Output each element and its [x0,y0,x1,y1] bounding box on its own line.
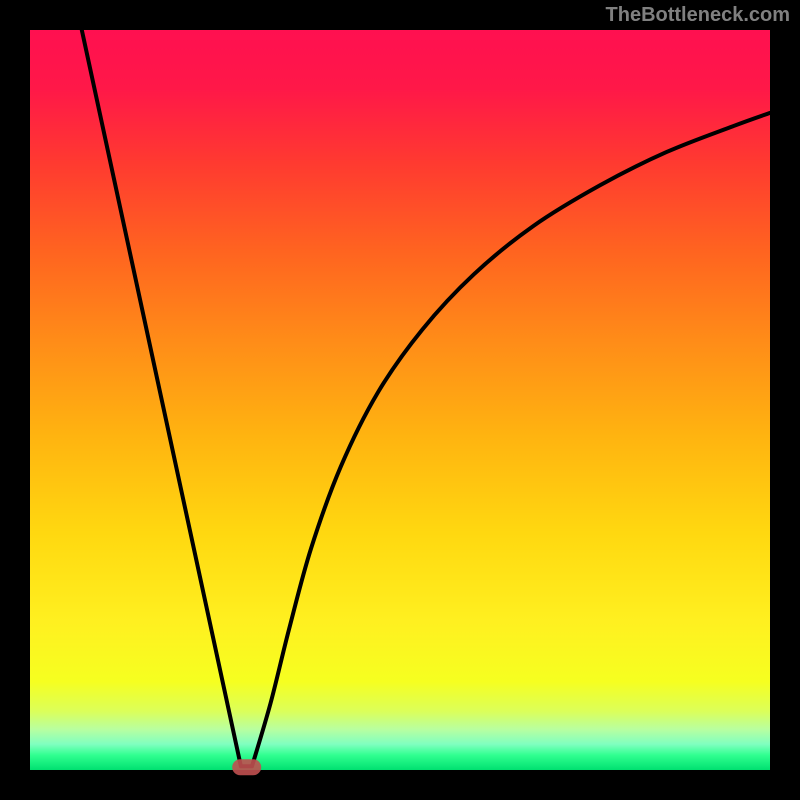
valley-marker [232,759,262,775]
bottleneck-curve [82,30,770,766]
chart-svg [30,30,770,770]
chart-container: TheBottleneck.com [0,0,800,800]
watermark-text: TheBottleneck.com [606,4,790,27]
plot-area [30,30,770,770]
